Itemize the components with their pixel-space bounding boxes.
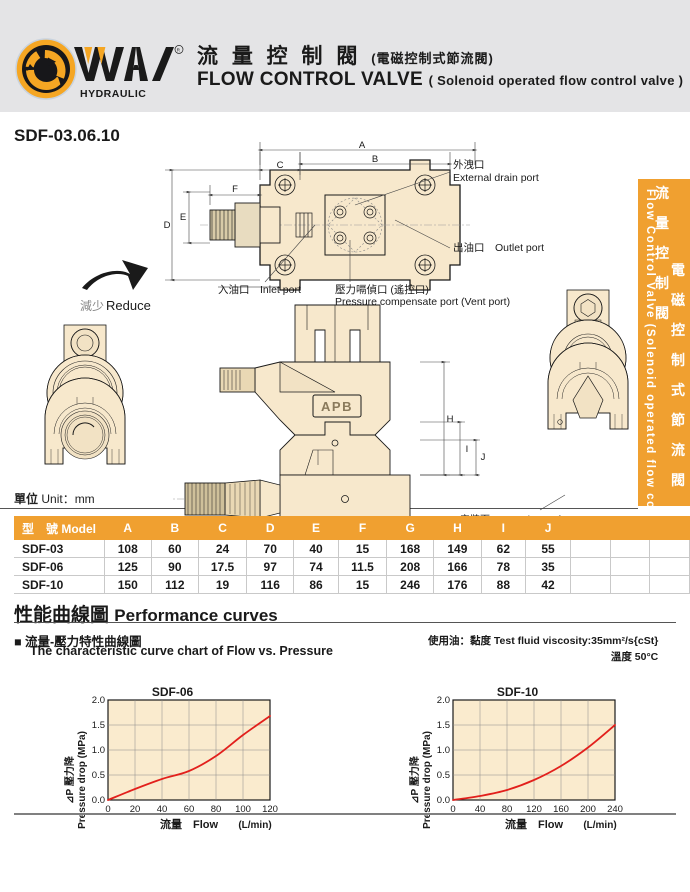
- svg-text:(L/min): (L/min): [583, 820, 616, 831]
- svg-text:J: J: [481, 452, 486, 463]
- svg-text:⊿P 壓力降: ⊿P 壓力降: [63, 755, 76, 804]
- svg-text:壓力嗝偵口 (遙控口): 壓力嗝偵口 (遙控口): [335, 283, 429, 296]
- svg-text:External drain port: External drain port: [453, 172, 539, 184]
- svg-text:C: C: [277, 160, 284, 171]
- svg-text:外洩口: 外洩口: [453, 158, 485, 171]
- svg-text:0.0: 0.0: [92, 795, 105, 806]
- svg-text:A: A: [359, 140, 366, 151]
- svg-text:Reduce: Reduce: [106, 298, 151, 313]
- svg-text:0.5: 0.5: [437, 770, 450, 781]
- svg-text:流量 Flow: 流量 Flow: [160, 817, 218, 831]
- svg-text:I: I: [466, 444, 469, 455]
- svg-text:H: H: [447, 414, 454, 425]
- svg-text:D: D: [164, 220, 171, 231]
- svg-text:1.5: 1.5: [92, 720, 105, 731]
- svg-text:1.0: 1.0: [437, 745, 450, 756]
- svg-text:0.0: 0.0: [437, 795, 450, 806]
- svg-text:R: R: [177, 48, 181, 53]
- svg-text:E: E: [180, 212, 186, 223]
- svg-text:APB: APB: [321, 399, 353, 414]
- svg-text:入油口 Inlet port: 入油口 Inlet port: [218, 283, 301, 296]
- svg-text:HYDRAULIC: HYDRAULIC: [80, 88, 146, 100]
- svg-text:⊿P 壓力降: ⊿P 壓力降: [408, 755, 421, 804]
- svg-text:1.0: 1.0: [92, 745, 105, 756]
- svg-text:出油口 Outlet port: 出油口 Outlet port: [453, 241, 544, 254]
- svg-text:1.5: 1.5: [437, 720, 450, 731]
- svg-text:(L/min): (L/min): [238, 820, 271, 831]
- svg-text:F: F: [232, 184, 238, 195]
- svg-text:B: B: [372, 154, 378, 165]
- svg-text:減少: 減少: [80, 298, 104, 313]
- svg-text:0.5: 0.5: [92, 770, 105, 781]
- svg-text:流量 Flow: 流量 Flow: [505, 817, 563, 831]
